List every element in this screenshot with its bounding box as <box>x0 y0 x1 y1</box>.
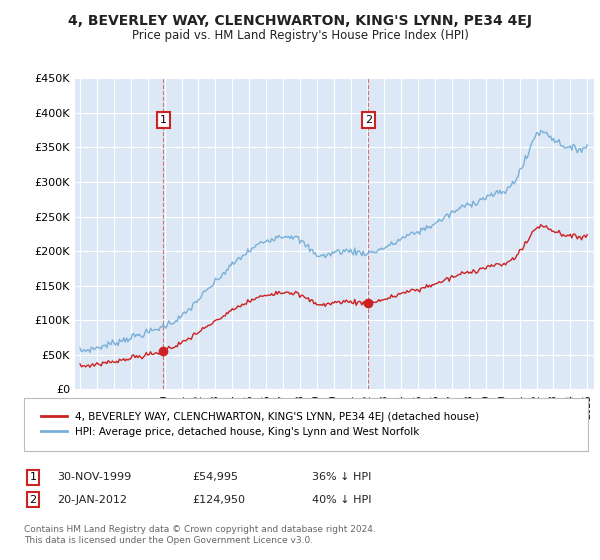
Text: Price paid vs. HM Land Registry's House Price Index (HPI): Price paid vs. HM Land Registry's House … <box>131 29 469 42</box>
Text: 36% ↓ HPI: 36% ↓ HPI <box>312 472 371 482</box>
Text: 4, BEVERLEY WAY, CLENCHWARTON, KING'S LYNN, PE34 4EJ: 4, BEVERLEY WAY, CLENCHWARTON, KING'S LY… <box>68 14 532 28</box>
Text: £54,995: £54,995 <box>192 472 238 482</box>
Text: 1: 1 <box>160 115 167 125</box>
Text: £124,950: £124,950 <box>192 494 245 505</box>
Text: 2: 2 <box>365 115 372 125</box>
Text: Contains HM Land Registry data © Crown copyright and database right 2024.
This d: Contains HM Land Registry data © Crown c… <box>24 525 376 545</box>
Legend: 4, BEVERLEY WAY, CLENCHWARTON, KING'S LYNN, PE34 4EJ (detached house), HPI: Aver: 4, BEVERLEY WAY, CLENCHWARTON, KING'S LY… <box>35 405 486 443</box>
Text: 1: 1 <box>29 472 37 482</box>
Text: 2: 2 <box>29 494 37 505</box>
Text: 20-JAN-2012: 20-JAN-2012 <box>57 494 127 505</box>
Text: 30-NOV-1999: 30-NOV-1999 <box>57 472 131 482</box>
Text: 40% ↓ HPI: 40% ↓ HPI <box>312 494 371 505</box>
